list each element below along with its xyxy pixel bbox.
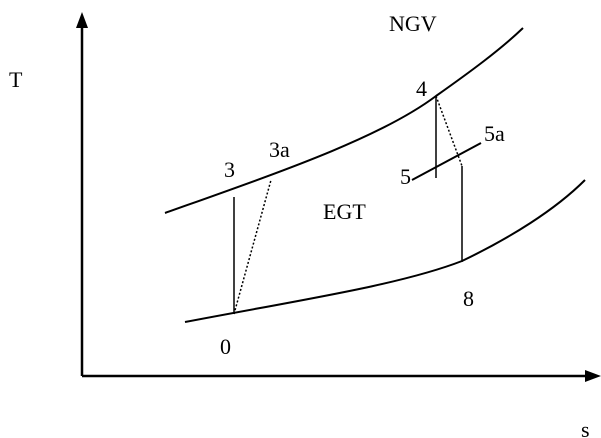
point-label-3a: 3a	[269, 137, 290, 162]
y-axis-arrowhead	[76, 12, 88, 28]
process-line-0-3a	[233, 179, 272, 315]
egt-label: EGT	[323, 199, 366, 224]
lower-pressure-curve	[184, 179, 586, 323]
point-label-0: 0	[220, 334, 231, 359]
process-line-4-5a	[435, 95, 463, 167]
middle-pressure-curve	[411, 142, 482, 181]
ngv-label: NGV	[389, 11, 437, 36]
upper-pressure-curve	[164, 27, 524, 214]
point-label-8: 8	[463, 286, 474, 311]
point-label-5: 5	[400, 164, 411, 189]
x-axis-arrowhead	[585, 370, 601, 382]
y-axis-label: T	[9, 67, 23, 92]
point-label-4: 4	[416, 76, 427, 101]
point-label-3: 3	[224, 157, 235, 182]
point-label-5a: 5a	[484, 121, 505, 146]
x-axis-label: s	[581, 417, 590, 438]
